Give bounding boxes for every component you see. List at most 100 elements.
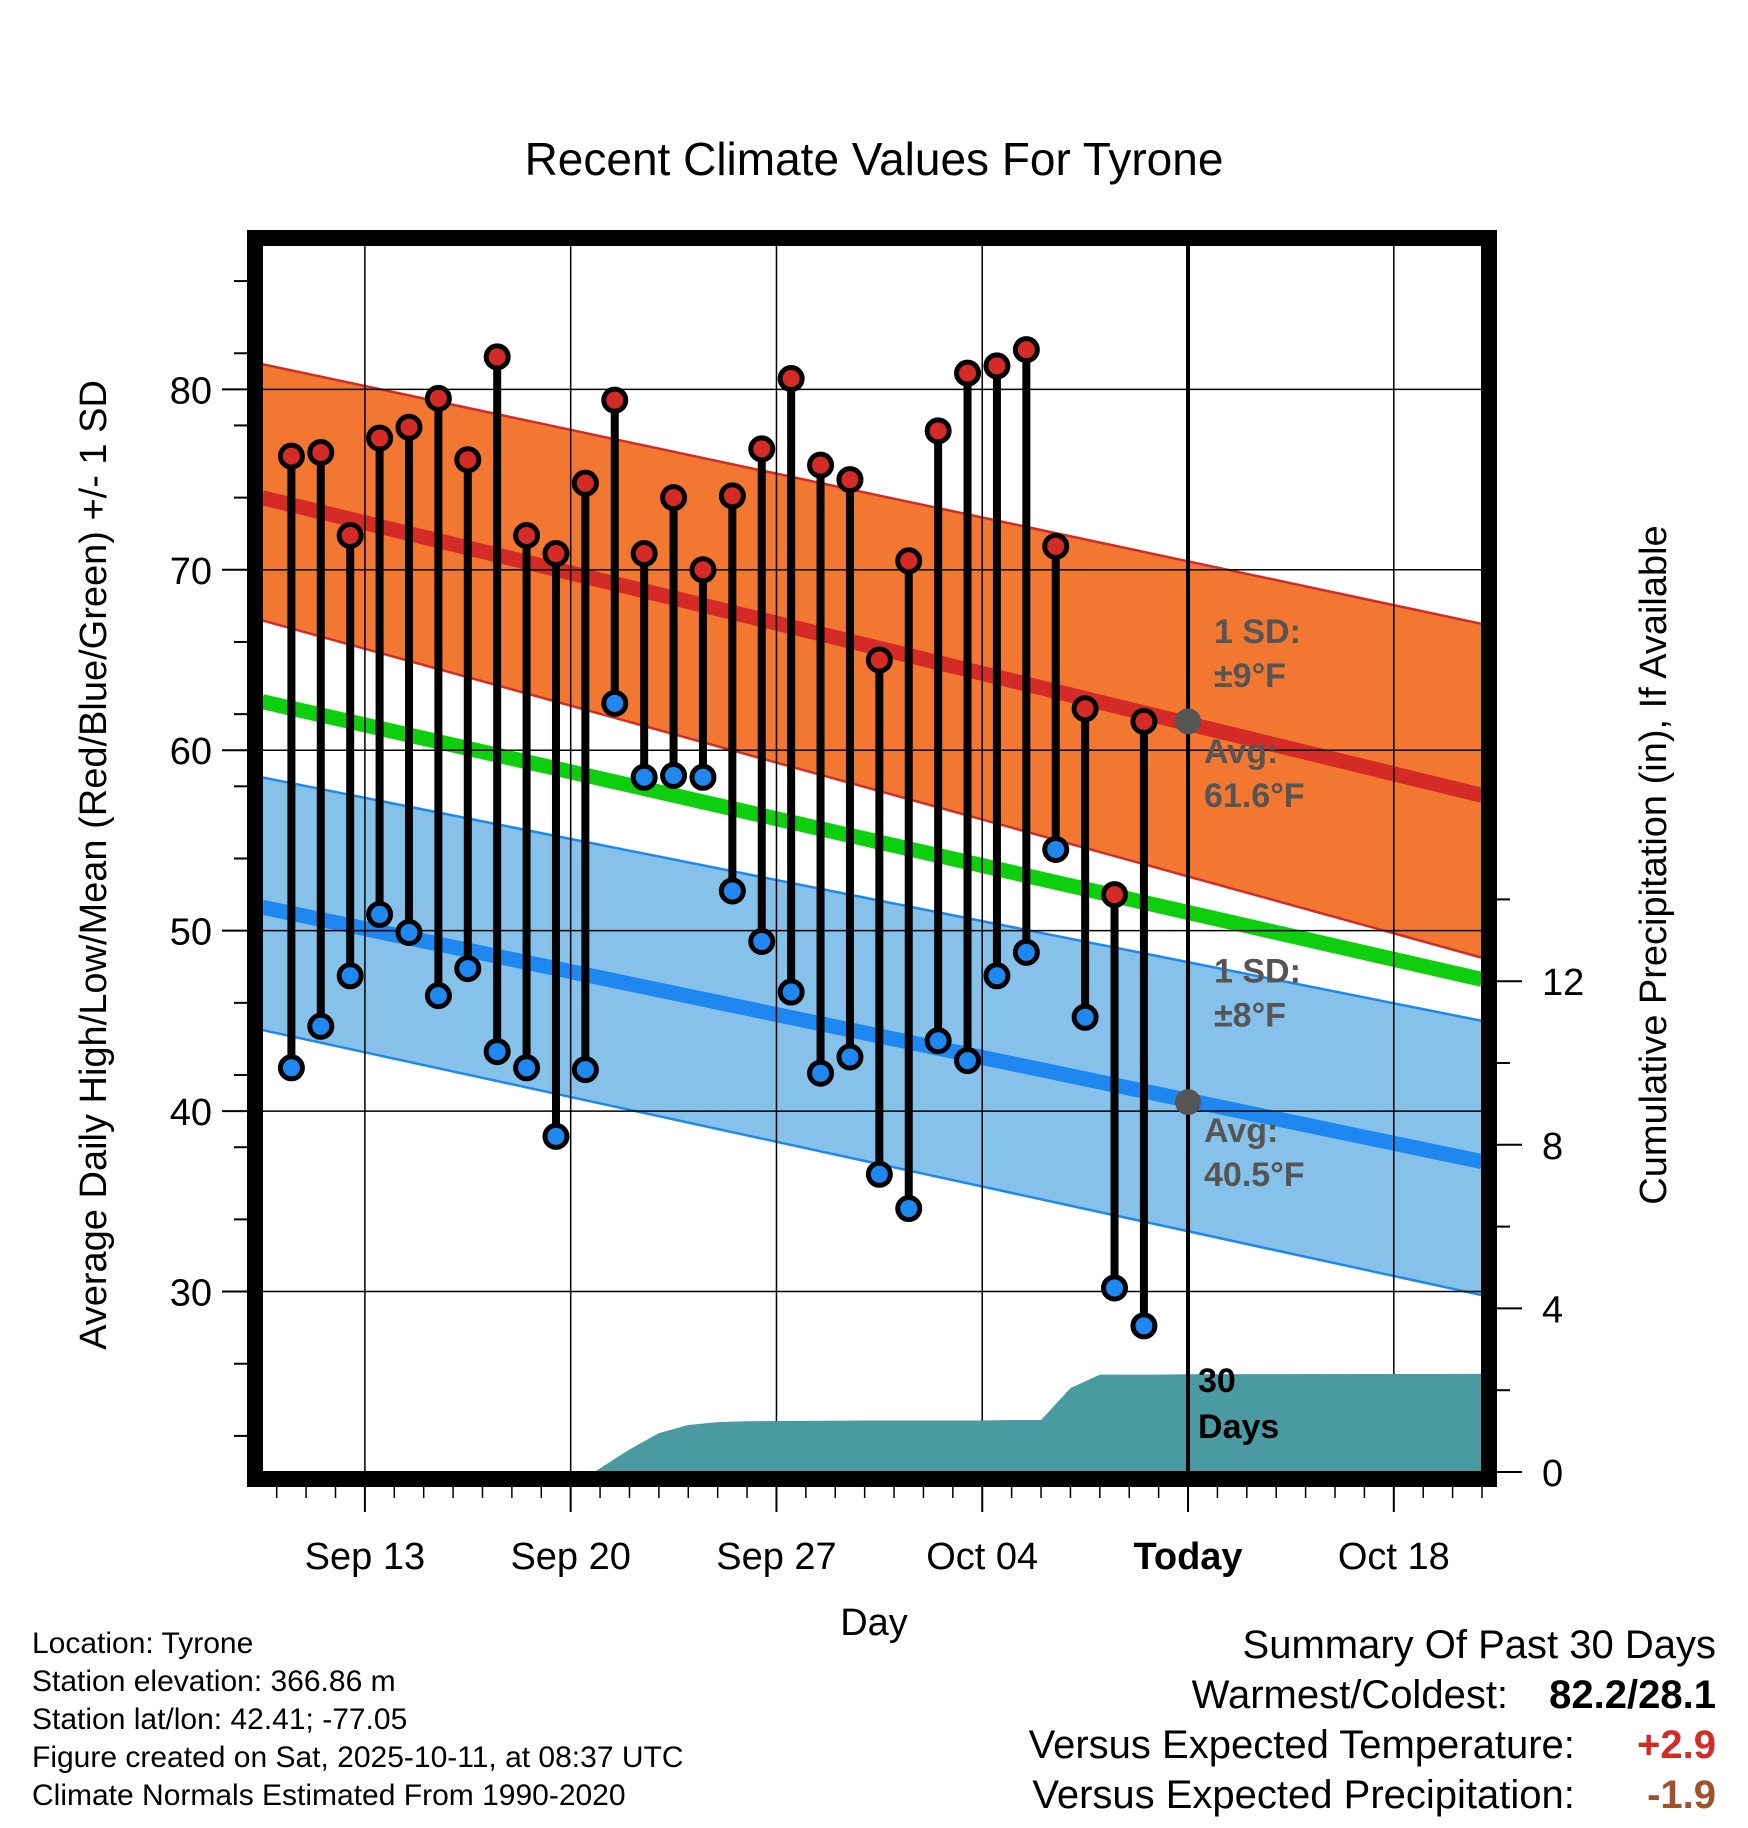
- daily-high-point: [395, 413, 423, 441]
- daily-high-point: [1130, 707, 1158, 735]
- y2-tick-label: 8: [1542, 1126, 1563, 1168]
- x-tick-label: Oct 18: [1338, 1536, 1450, 1578]
- daily-low-point: [807, 1059, 835, 1087]
- x-tick-label: Sep 20: [510, 1536, 630, 1578]
- high-sd-value: ±9°F: [1214, 657, 1286, 695]
- daily-high-point: [483, 343, 511, 371]
- x-tick-label: Sep 27: [716, 1536, 836, 1578]
- y2-tick-label: 0: [1542, 1453, 1563, 1495]
- y-tick-label: 40: [170, 1092, 212, 1134]
- summary-extremes-label: Warmest/Coldest:: [1191, 1673, 1509, 1717]
- daily-low-point: [924, 1027, 952, 1055]
- daily-low-point: [601, 689, 629, 717]
- low-sd-value: ±8°F: [1214, 996, 1286, 1034]
- daily-low-point: [718, 877, 746, 905]
- daily-low-point: [336, 962, 364, 990]
- daily-high-point: [277, 442, 305, 470]
- daily-high-point: [954, 359, 982, 387]
- daily-low-point: [660, 761, 688, 789]
- daily-high-point: [424, 384, 452, 412]
- low-sd-band-lower-edge: [261, 1028, 1483, 1297]
- summary-temp-label: Versus Expected Temperature:: [1028, 1723, 1575, 1767]
- daily-high-point: [454, 446, 482, 474]
- y-axis-label: Average Daily High/Low/Mean (Red/Blue/Gr…: [73, 380, 115, 1350]
- y-tick-label: 50: [170, 912, 212, 954]
- daily-low-point: [542, 1122, 570, 1150]
- daily-high-point: [1071, 695, 1099, 723]
- low-avg-label: Avg:: [1204, 1112, 1278, 1150]
- y-tick-label: 60: [170, 731, 212, 773]
- daily-low-point: [1071, 1003, 1099, 1031]
- plot-frame: [247, 230, 1497, 1487]
- daily-low-point: [1042, 835, 1070, 863]
- daily-high-point: [366, 424, 394, 452]
- daily-high-point: [542, 540, 570, 568]
- daily-high-point: [924, 417, 952, 445]
- daily-low-point: [748, 928, 776, 956]
- daily-high-point: [307, 439, 335, 467]
- chart-title: Recent Climate Values For Tyrone: [525, 133, 1224, 185]
- high-avg-label: Avg:: [1204, 733, 1278, 771]
- info-location: Location: Tyrone: [32, 1627, 254, 1660]
- daily-high-point: [336, 522, 364, 550]
- summary-extremes-value: 82.2/28.1: [1549, 1673, 1716, 1717]
- daily-high-point: [571, 469, 599, 497]
- daily-high-point: [689, 556, 717, 584]
- summary-temp-row: Versus Expected Temperature: +2.9: [1029, 1720, 1716, 1770]
- y-tick-label: 30: [170, 1273, 212, 1315]
- daily-high-point: [1042, 532, 1070, 560]
- daily-low-point: [865, 1160, 893, 1188]
- daily-high-point: [1012, 336, 1040, 364]
- summary-panel: Summary Of Past 30 Days Warmest/Coldest:…: [1029, 1620, 1716, 1820]
- daily-high-point: [1101, 881, 1129, 909]
- daily-low-point: [366, 900, 394, 928]
- daily-high-point: [836, 466, 864, 494]
- info-created: Figure created on Sat, 2025-10-11, at 08…: [32, 1741, 684, 1774]
- daily-high-point: [601, 386, 629, 414]
- daily-low-point: [983, 962, 1011, 990]
- daily-high-point: [630, 540, 658, 568]
- daily-low-point: [571, 1056, 599, 1084]
- daily-low-point: [895, 1195, 923, 1223]
- daily-low-point: [630, 763, 658, 791]
- daily-low-point: [954, 1047, 982, 1075]
- daily-low-point: [1101, 1274, 1129, 1302]
- daily-low-point: [1012, 938, 1040, 966]
- summary-extremes-row: Warmest/Coldest: 82.2/28.1: [1029, 1670, 1716, 1720]
- daily-low-point: [307, 1012, 335, 1040]
- low-avg-value: 40.5°F: [1204, 1156, 1305, 1194]
- x-tick-label: Sep 13: [305, 1536, 425, 1578]
- x-tick-label: Oct 04: [926, 1536, 1038, 1578]
- y2-tick-label: 12: [1542, 962, 1584, 1004]
- daily-low-point: [689, 763, 717, 791]
- period-unit: Days: [1198, 1408, 1279, 1446]
- info-latlon: Station lat/lon: 42.41; -77.05: [32, 1703, 408, 1736]
- summary-title: Summary Of Past 30 Days: [1242, 1623, 1716, 1667]
- y-tick-label: 70: [170, 551, 212, 593]
- daily-low-point: [395, 918, 423, 946]
- info-normals: Climate Normals Estimated From 1990-2020: [32, 1779, 626, 1812]
- y2-tick-label: 4: [1542, 1289, 1563, 1331]
- summary-temp-value: +2.9: [1637, 1723, 1716, 1767]
- x-axis-label: Day: [840, 1602, 908, 1644]
- today-high-avg-marker: [1175, 708, 1202, 735]
- today-low-avg-marker: [1175, 1089, 1202, 1116]
- summary-precip-row: Versus Expected Precipitation: -1.9: [1029, 1770, 1716, 1820]
- high-sd-band-upper-edge: [261, 362, 1483, 626]
- daily-high-point: [718, 482, 746, 510]
- y-tick-label: 80: [170, 370, 212, 412]
- daily-low-point: [277, 1054, 305, 1082]
- daily-high-point: [513, 522, 541, 550]
- daily-high-point: [983, 352, 1011, 380]
- daily-high-point: [777, 365, 805, 393]
- daily-high-point: [865, 646, 893, 674]
- high-sd-label: 1 SD:: [1214, 613, 1301, 651]
- daily-low-point: [1130, 1312, 1158, 1340]
- daily-high-point: [807, 451, 835, 479]
- daily-low-point: [483, 1038, 511, 1066]
- low-sd-label: 1 SD:: [1214, 952, 1301, 990]
- daily-low-point: [424, 982, 452, 1010]
- period-number: 30: [1198, 1362, 1236, 1400]
- y2-axis-label: Cumulative Precipitation (in), If Availa…: [1633, 525, 1675, 1204]
